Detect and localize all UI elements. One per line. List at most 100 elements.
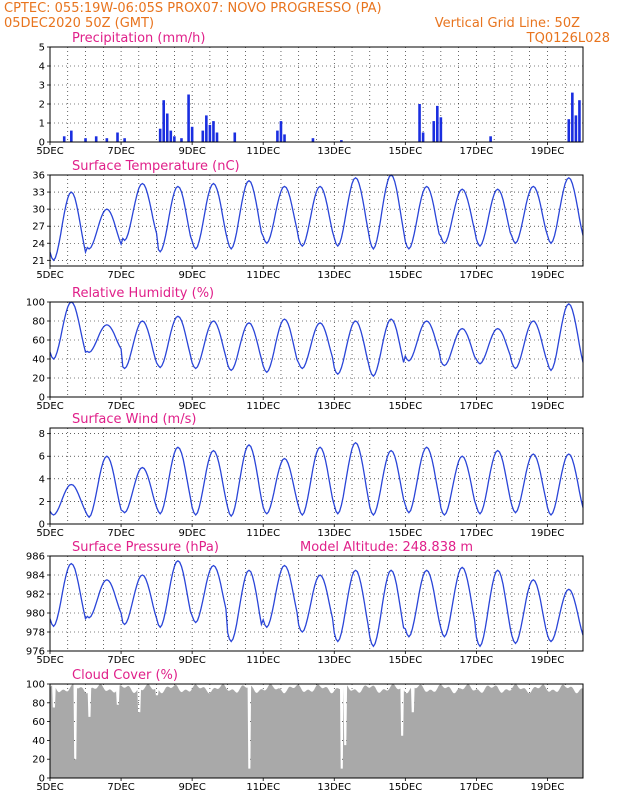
y-tick-label: 0 <box>39 138 45 149</box>
x-tick-label: 15DEC <box>388 782 422 793</box>
x-tick-label: 5DEC <box>36 401 63 412</box>
panel-wind: 0 2 4 6 8 5DEC 7DEC 9DEC 11DEC 13DEC 15DEC 17DEC 19D… <box>36 412 584 539</box>
model-altitude: Model Altitude: 248.838 m <box>300 540 473 555</box>
x-tick-label: 17DEC <box>460 655 494 666</box>
x-tick-label: 17DEC <box>460 528 494 539</box>
x-tick-label: 13DEC <box>317 270 351 281</box>
x-tick-label: 15DEC <box>388 146 422 157</box>
panel-title: Surface Wind (m/s) <box>72 412 196 427</box>
y-tick-label: 27 <box>32 222 45 233</box>
precip-bar <box>84 138 87 142</box>
series-line <box>49 174 584 262</box>
precip-bar <box>123 138 126 142</box>
y-tick-label: 0 <box>39 520 45 531</box>
precip-bar <box>205 115 208 142</box>
x-tick-label: 19DEC <box>531 655 565 666</box>
x-tick-label: 5DEC <box>36 782 63 793</box>
y-tick-label: 978 <box>26 628 45 639</box>
y-tick-label: 984 <box>26 571 45 582</box>
precip-bar <box>70 130 73 142</box>
x-tick-label: 5DEC <box>36 270 63 281</box>
series-line <box>49 301 584 378</box>
precip-bar <box>162 100 166 142</box>
precip-bar <box>489 136 492 142</box>
x-tick-label: 13DEC <box>317 146 351 157</box>
precip-bar <box>169 130 173 142</box>
y-tick-label: 20 <box>32 755 45 766</box>
precip-bar <box>201 130 205 142</box>
x-tick-label: 15DEC <box>388 401 422 412</box>
series-line <box>49 441 584 519</box>
panel-humidity: 0 20 40 60 80 100 5DEC 7DEC 9DEC 11DEC 13DEC 15DEC 1… <box>26 286 584 412</box>
panel-title: Surface Pressure (hPa) <box>72 540 219 555</box>
x-tick-label: 13DEC <box>317 655 351 666</box>
x-tick-label: 17DEC <box>460 782 494 793</box>
panel-frame <box>49 46 584 143</box>
precip-bar <box>421 132 425 142</box>
y-tick-label: 2 <box>39 497 45 508</box>
x-tick-label: 5DEC <box>36 528 63 539</box>
panel-precipitation: 0 1 2 3 4 5 5DEC 7DEC 9DEC 11DEC 13DEC 15DEC 17DEC 19… <box>36 31 584 157</box>
x-tick-label: 9DEC <box>178 655 205 666</box>
precip-bar <box>94 136 98 142</box>
precip-bar <box>571 92 574 142</box>
x-tick-label: 15DEC <box>388 270 422 281</box>
precip-bar <box>180 138 183 142</box>
x-tick-label: 11DEC <box>246 782 280 793</box>
precip-bar <box>567 119 571 142</box>
y-tick-label: 24 <box>32 239 45 250</box>
precip-bar <box>279 121 283 142</box>
x-tick-label: 7DEC <box>107 146 134 157</box>
x-tick-label: 13DEC <box>317 782 351 793</box>
panel-frame <box>49 555 584 652</box>
x-tick-label: 7DEC <box>107 270 134 281</box>
precip-bar <box>212 121 215 142</box>
x-tick-label: 17DEC <box>460 270 494 281</box>
precip-bar <box>233 132 237 142</box>
x-tick-label: 11DEC <box>246 270 280 281</box>
y-tick-label: 982 <box>26 590 45 601</box>
precip-bar <box>105 138 109 142</box>
x-tick-label: 11DEC <box>246 146 280 157</box>
y-tick-label: 0 <box>39 774 45 785</box>
y-tick-label: 6 <box>39 452 45 463</box>
panel-title: Surface Temperature (nC) <box>72 159 240 174</box>
y-tick-label: 3 <box>39 81 45 92</box>
header-date: 05DEC2020 50Z (GMT) <box>4 16 155 31</box>
panel-title: Cloud Cover (%) <box>72 668 178 683</box>
y-tick-label: 21 <box>32 256 45 267</box>
panel-cloud: 0 20 40 60 80 100 5DEC 7DEC 9DEC 11DEC 13DEC 15DEC 1… <box>26 668 584 793</box>
panel-frame <box>49 427 584 525</box>
y-tick-label: 30 <box>32 205 45 216</box>
y-tick-label: 4 <box>39 474 45 485</box>
precip-bar <box>283 134 286 142</box>
precip-bar <box>418 104 421 142</box>
precip-bar <box>62 136 66 142</box>
precip-bar <box>158 128 162 142</box>
panel-title: Precipitation (mm/h) <box>72 31 205 46</box>
panel-frame <box>49 301 584 398</box>
y-tick-label: 980 <box>26 609 45 620</box>
y-tick-label: 4 <box>39 62 45 73</box>
precip-bar <box>173 136 176 142</box>
x-tick-label: 9DEC <box>178 528 205 539</box>
panel-temperature: 21 24 27 30 33 36 5DEC 7DEC 9DEC 11DEC 13DEC 15DEC 1… <box>32 159 584 281</box>
header-model-code: TQ0126L028 <box>526 31 610 46</box>
x-tick-label: 19DEC <box>531 146 565 157</box>
precip-bar <box>276 130 279 142</box>
precip-bar <box>208 124 212 142</box>
panel-frame <box>49 174 584 267</box>
y-tick-label: 80 <box>32 317 45 328</box>
y-tick-label: 8 <box>39 429 45 440</box>
precip-bar <box>116 132 119 142</box>
x-tick-label: 9DEC <box>178 782 205 793</box>
x-tick-label: 7DEC <box>107 401 134 412</box>
x-tick-label: 9DEC <box>178 146 205 157</box>
header-line-1: CPTEC: 055:19W-06:05S PROX07: NOVO PROGR… <box>4 1 382 16</box>
y-tick-label: 0 <box>39 393 45 404</box>
precip-bar <box>215 132 219 142</box>
y-tick-label: 20 <box>32 374 45 385</box>
y-tick-label: 80 <box>32 698 45 709</box>
x-tick-label: 9DEC <box>178 270 205 281</box>
